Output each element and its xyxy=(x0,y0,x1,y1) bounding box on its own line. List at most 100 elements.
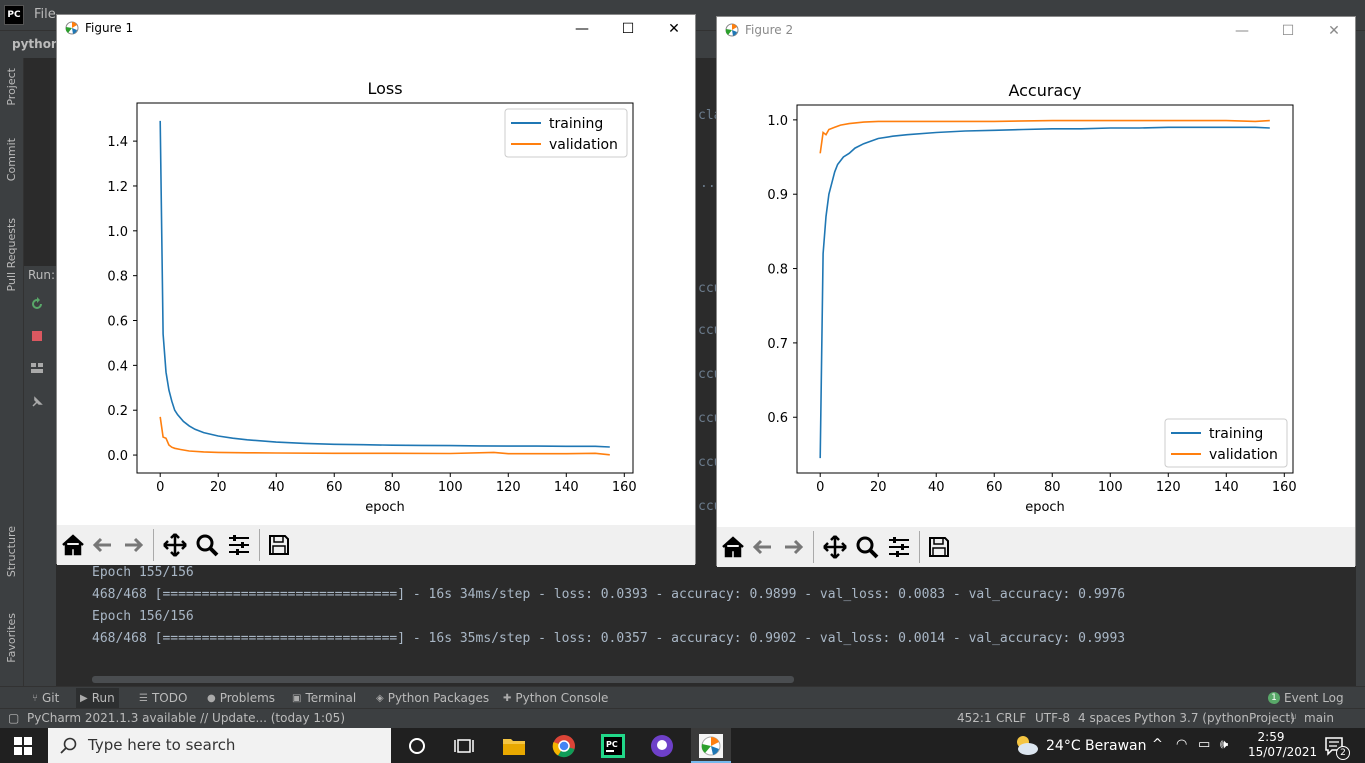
windows-taskbar: Type here to search PC 24°C Berawan ^ ◠ … xyxy=(0,728,1365,763)
configure-subplots-icon[interactable] xyxy=(225,531,253,559)
notification-center-icon[interactable] xyxy=(1324,736,1346,756)
event-log-label: Event Log xyxy=(1284,691,1344,705)
taskbar-search-box[interactable]: Type here to search xyxy=(48,728,391,763)
caret-position[interactable]: 452:1 xyxy=(957,711,992,725)
home-icon[interactable] xyxy=(719,533,747,561)
line-separator[interactable]: CRLF xyxy=(996,711,1027,725)
x-tick-label: 140 xyxy=(1214,480,1239,495)
tab-python-packages[interactable]: ◈ Python Packages xyxy=(376,691,489,705)
status-toggle-icon[interactable]: ▢ xyxy=(8,711,20,725)
back-arrow-icon[interactable] xyxy=(749,533,777,561)
x-tick-label: 0 xyxy=(816,480,824,495)
pin-icon[interactable] xyxy=(30,395,44,409)
plot-area xyxy=(796,104,1294,474)
legend-label-validation: validation xyxy=(549,137,618,153)
figure-2-toolbar xyxy=(717,527,1355,567)
task-view-icon[interactable] xyxy=(451,733,477,759)
toolbar-separator xyxy=(813,531,814,563)
figure-2-titlebar[interactable]: Figure 2 — ☐ ✕ xyxy=(717,17,1355,45)
project-name[interactable]: pythonP xyxy=(12,37,69,51)
zoom-icon[interactable] xyxy=(853,533,881,561)
pan-icon[interactable] xyxy=(161,531,189,559)
save-icon[interactable] xyxy=(265,531,293,559)
console-horizontal-scrollbar[interactable] xyxy=(92,676,794,683)
tab-git[interactable]: ⑂ Git xyxy=(32,691,59,705)
status-bar: ▢ PyCharm 2021.1.3 available // Update..… xyxy=(0,708,1365,728)
file-encoding[interactable]: UTF-8 xyxy=(1035,711,1070,725)
tab-label: Git xyxy=(42,691,60,705)
weather-cloudy-icon[interactable] xyxy=(1013,734,1039,756)
maximize-icon[interactable]: ☐ xyxy=(621,21,635,37)
y-tick-label: 0.9 xyxy=(767,188,788,203)
taskbar-clock[interactable]: 2:59 15/07/2021 xyxy=(1248,730,1317,760)
git-branch[interactable]: main xyxy=(1304,711,1334,725)
tab-python-console[interactable]: ✚ Python Console xyxy=(503,691,608,705)
figure-1-titlebar[interactable]: Figure 1 — ☐ ✕ xyxy=(57,15,695,43)
tab-problems[interactable]: ● Problems xyxy=(207,691,275,705)
configure-subplots-icon[interactable] xyxy=(885,533,913,561)
matplotlib-taskbar-button[interactable] xyxy=(691,728,731,763)
run-icon: ▶ xyxy=(80,692,88,704)
y-tick-label: 0.8 xyxy=(767,263,788,278)
plot-area xyxy=(136,102,634,474)
close-icon[interactable]: ✕ xyxy=(668,21,680,37)
forward-arrow-icon[interactable] xyxy=(779,533,807,561)
rerun-icon[interactable] xyxy=(30,297,44,311)
toolbar-separator xyxy=(259,529,260,561)
close-icon[interactable]: ✕ xyxy=(1328,23,1340,39)
github-desktop-icon[interactable] xyxy=(649,733,675,759)
x-tick-label: 100 xyxy=(1098,480,1123,495)
code-fragment: ccu xyxy=(698,455,722,470)
minimize-icon[interactable]: — xyxy=(1235,23,1249,39)
chrome-icon[interactable] xyxy=(551,733,577,759)
code-fragment: ccu xyxy=(698,411,722,426)
tab-label: Terminal xyxy=(305,691,357,705)
chevron-up-icon[interactable]: ^ xyxy=(1152,737,1163,752)
tab-terminal[interactable]: ▣ Terminal xyxy=(292,691,356,705)
network-icon[interactable]: ◠ xyxy=(1176,737,1188,752)
stop-icon[interactable] xyxy=(30,329,44,343)
x-tick-label: 120 xyxy=(496,480,521,495)
pycharm-logo-icon: PC xyxy=(4,5,24,25)
volume-icon[interactable]: 🕪 xyxy=(1220,737,1229,752)
tab-label: Python Console xyxy=(515,691,609,705)
menu-file[interactable]: File xyxy=(34,7,56,22)
home-icon[interactable] xyxy=(59,531,87,559)
zoom-icon[interactable] xyxy=(193,531,221,559)
indent-setting[interactable]: 4 spaces xyxy=(1078,711,1131,725)
x-tick-label: 20 xyxy=(870,480,887,495)
y-tick-label: 0.2 xyxy=(107,404,128,419)
x-tick-label: 60 xyxy=(326,480,343,495)
tool-window-commit[interactable]: Commit xyxy=(5,138,18,182)
x-tick-label: 60 xyxy=(986,480,1003,495)
windows-start-icon[interactable] xyxy=(14,737,32,755)
layout-icon[interactable] xyxy=(30,361,44,375)
back-arrow-icon[interactable] xyxy=(89,531,117,559)
tab-run[interactable]: ▶ Run xyxy=(76,688,119,708)
python-icon: ✚ xyxy=(503,692,512,704)
tool-window-pull-requests[interactable]: Pull Requests xyxy=(5,218,18,292)
tool-window-structure[interactable]: Structure xyxy=(5,526,18,578)
save-icon[interactable] xyxy=(925,533,953,561)
battery-icon[interactable]: ▭ xyxy=(1198,737,1211,752)
tab-todo[interactable]: ☰ TODO xyxy=(139,691,187,705)
minimize-icon[interactable]: — xyxy=(575,21,589,37)
maximize-icon[interactable]: ☐ xyxy=(1281,23,1295,39)
x-tick-label: 80 xyxy=(384,480,401,495)
tool-window-project[interactable]: Project xyxy=(5,68,18,106)
cortana-icon[interactable] xyxy=(404,733,430,759)
python-interpreter[interactable]: Python 3.7 (pythonProject) xyxy=(1134,711,1295,725)
search-icon xyxy=(60,737,77,754)
pan-icon[interactable] xyxy=(821,533,849,561)
run-console[interactable]: Epoch 155/156 468/468 [=================… xyxy=(80,563,1356,683)
forward-arrow-icon[interactable] xyxy=(119,531,147,559)
update-notification[interactable]: PyCharm 2021.1.3 available // Update... … xyxy=(27,711,345,725)
svg-text:PC: PC xyxy=(606,740,618,749)
event-log-button[interactable]: 1 Event Log xyxy=(1268,691,1344,705)
file-explorer-icon[interactable] xyxy=(501,733,527,759)
tab-label: Problems xyxy=(219,691,276,705)
list-icon: ☰ xyxy=(139,692,148,704)
tool-window-favorites[interactable]: Favorites xyxy=(5,613,18,663)
weather-text[interactable]: 24°C Berawan xyxy=(1046,738,1147,754)
pycharm-taskbar-icon[interactable]: PC xyxy=(600,733,626,759)
